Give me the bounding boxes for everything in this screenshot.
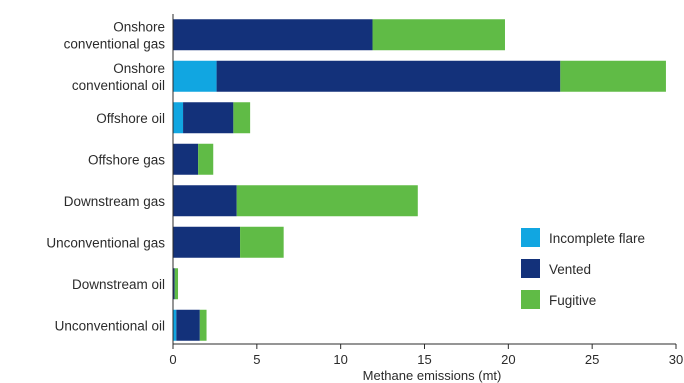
category-label-downstream-oil: Downstream oil — [72, 277, 165, 292]
bar-unconventional-gas-fugitive — [240, 226, 284, 258]
category-label-unconventional-oil: Unconventional oil — [55, 318, 165, 333]
legend-swatch-vented — [521, 259, 540, 278]
category-label-unconventional-gas: Unconventional gas — [46, 235, 165, 250]
category-label-offshore-gas: Offshore gas — [88, 152, 165, 167]
x-tick-label-25: 25 — [585, 352, 599, 367]
bar-onshore-conventional-oil-fugitive — [560, 60, 666, 92]
legend-swatch-fugitive — [521, 290, 540, 309]
x-tick-label-30: 30 — [669, 352, 683, 367]
x-axis-ticks: 0 5 10 15 20 25 30 — [169, 344, 683, 367]
category-label-offshore-oil: Offshore oil — [96, 111, 165, 126]
category-labels: Onshore conventional gas Onshore convention… — [46, 19, 165, 333]
category-label-downstream-gas: Downstream gas — [64, 194, 166, 209]
x-tick-label-15: 15 — [417, 352, 431, 367]
x-tick-label-0: 0 — [169, 352, 176, 367]
legend: Incomplete flare Vented Fugitive — [521, 228, 645, 309]
legend-label-incomplete-flare: Incomplete flare — [549, 231, 645, 246]
bar-offshore-oil-vented — [183, 102, 234, 134]
x-tick-label-5: 5 — [253, 352, 260, 367]
bar-offshore-gas-fugitive — [198, 143, 214, 175]
x-tick-label-10: 10 — [333, 352, 347, 367]
bar-onshore-conventional-oil-incomplete-flare — [173, 60, 217, 92]
category-label-onshore-conventional-oil: Onshore conventional oil — [72, 61, 165, 93]
bar-downstream-oil-fugitive — [174, 268, 179, 300]
bar-downstream-gas-vented — [173, 185, 237, 217]
x-axis-title: Methane emissions (mt) — [363, 368, 502, 383]
bar-offshore-gas-vented — [173, 143, 199, 175]
x-tick-label-20: 20 — [501, 352, 515, 367]
bar-onshore-conventional-gas-fugitive — [372, 19, 505, 51]
legend-label-fugitive: Fugitive — [549, 293, 596, 308]
bars-layer — [173, 19, 666, 341]
bar-downstream-gas-fugitive — [236, 185, 418, 217]
legend-label-vented: Vented — [549, 262, 591, 277]
bar-onshore-conventional-gas-vented — [173, 19, 373, 51]
category-label-onshore-conventional-gas: Onshore conventional gas — [64, 19, 166, 51]
bar-onshore-conventional-oil-vented — [216, 60, 561, 92]
bar-offshore-oil-fugitive — [233, 102, 251, 134]
legend-swatch-incomplete-flare — [521, 228, 540, 247]
bar-unconventional-gas-vented — [173, 226, 241, 258]
bar-unconventional-oil-incomplete-flare — [173, 309, 177, 341]
bar-unconventional-oil-fugitive — [199, 309, 207, 341]
bar-unconventional-oil-vented — [176, 309, 200, 341]
bar-downstream-oil-vented — [173, 268, 175, 300]
bar-offshore-oil-incomplete-flare — [173, 102, 184, 134]
